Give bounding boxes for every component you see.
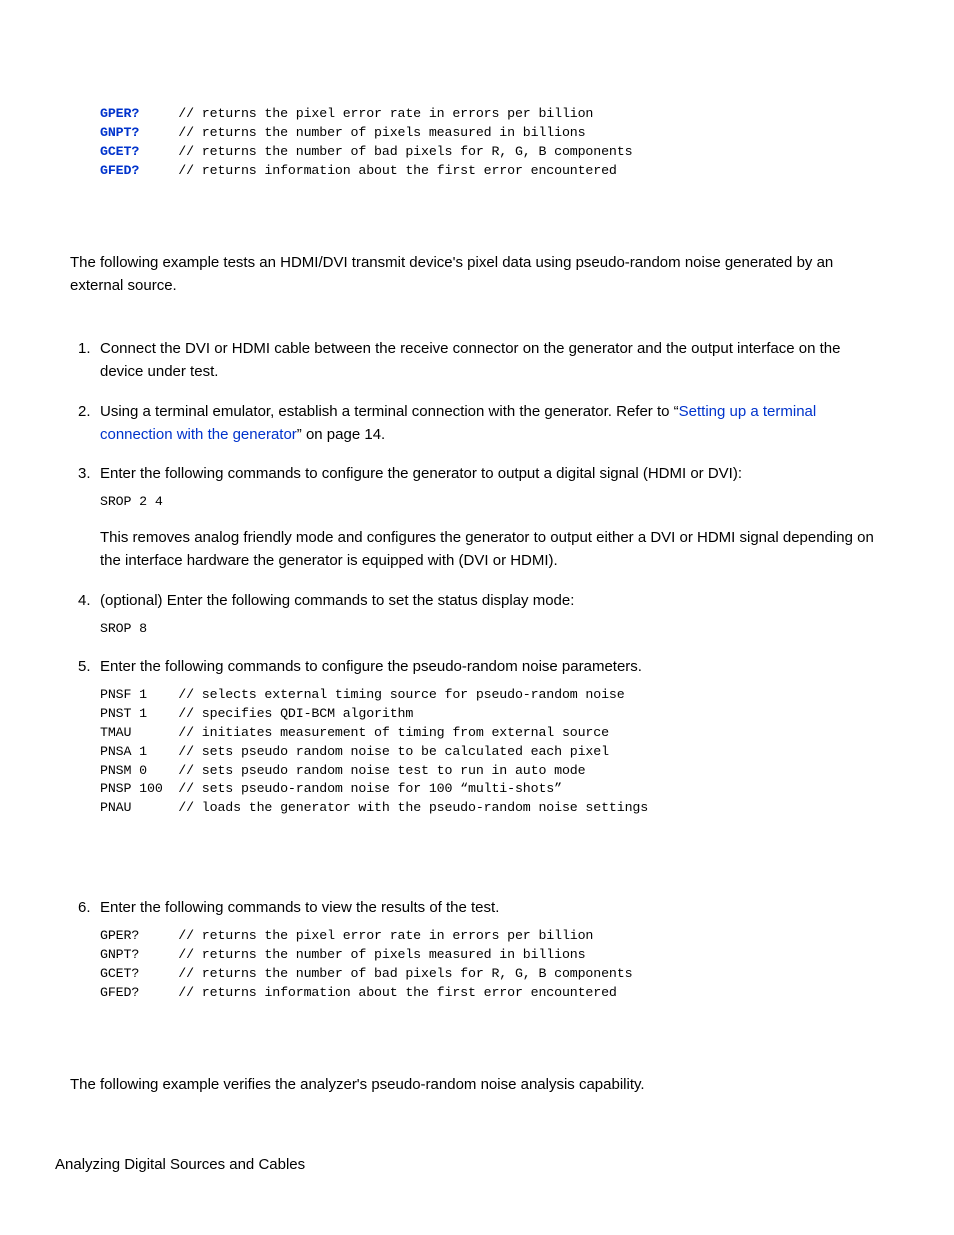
list-item-3-text: Enter the following commands to configur… <box>100 465 742 482</box>
list-item-3-after: This removes analog friendly mode and co… <box>100 526 884 573</box>
page-footer: Analyzing Digital Sources and Cables <box>55 1156 884 1173</box>
list-item-5-text: Enter the following commands to configur… <box>100 658 642 675</box>
code-block-top: GPER? // returns the pixel error rate in… <box>100 105 884 181</box>
code-block-params: PNSF 1 // selects external timing source… <box>100 686 884 818</box>
code-srop-24: SROP 2 4 <box>100 493 884 512</box>
list-item-1: Connect the DVI or HDMI cable between th… <box>100 337 884 384</box>
page: GPER? // returns the pixel error rate in… <box>0 0 954 1233</box>
list-item-1-text: Connect the DVI or HDMI cable between th… <box>100 340 840 380</box>
list-item-3: Enter the following commands to configur… <box>100 462 884 573</box>
instruction-list: Connect the DVI or HDMI cable between th… <box>70 337 884 1003</box>
list-item-4-text: (optional) Enter the following commands … <box>100 592 574 609</box>
list-item-4: (optional) Enter the following commands … <box>100 589 884 639</box>
paragraph-intro: The following example tests an HDMI/DVI … <box>70 251 884 298</box>
list-item-2-text-after: ” on page 14. <box>297 426 385 443</box>
list-item-6-text: Enter the following commands to view the… <box>100 899 499 916</box>
list-item-6: Enter the following commands to view the… <box>100 896 884 1003</box>
code-block-results: GPER? // returns the pixel error rate in… <box>100 927 884 1003</box>
code-srop-8: SROP 8 <box>100 620 884 639</box>
list-item-5: Enter the following commands to configur… <box>100 655 884 818</box>
list-item-2: Using a terminal emulator, establish a t… <box>100 400 884 447</box>
paragraph-outro: The following example verifies the analy… <box>70 1073 884 1096</box>
list-item-2-text-before: Using a terminal emulator, establish a t… <box>100 403 679 420</box>
